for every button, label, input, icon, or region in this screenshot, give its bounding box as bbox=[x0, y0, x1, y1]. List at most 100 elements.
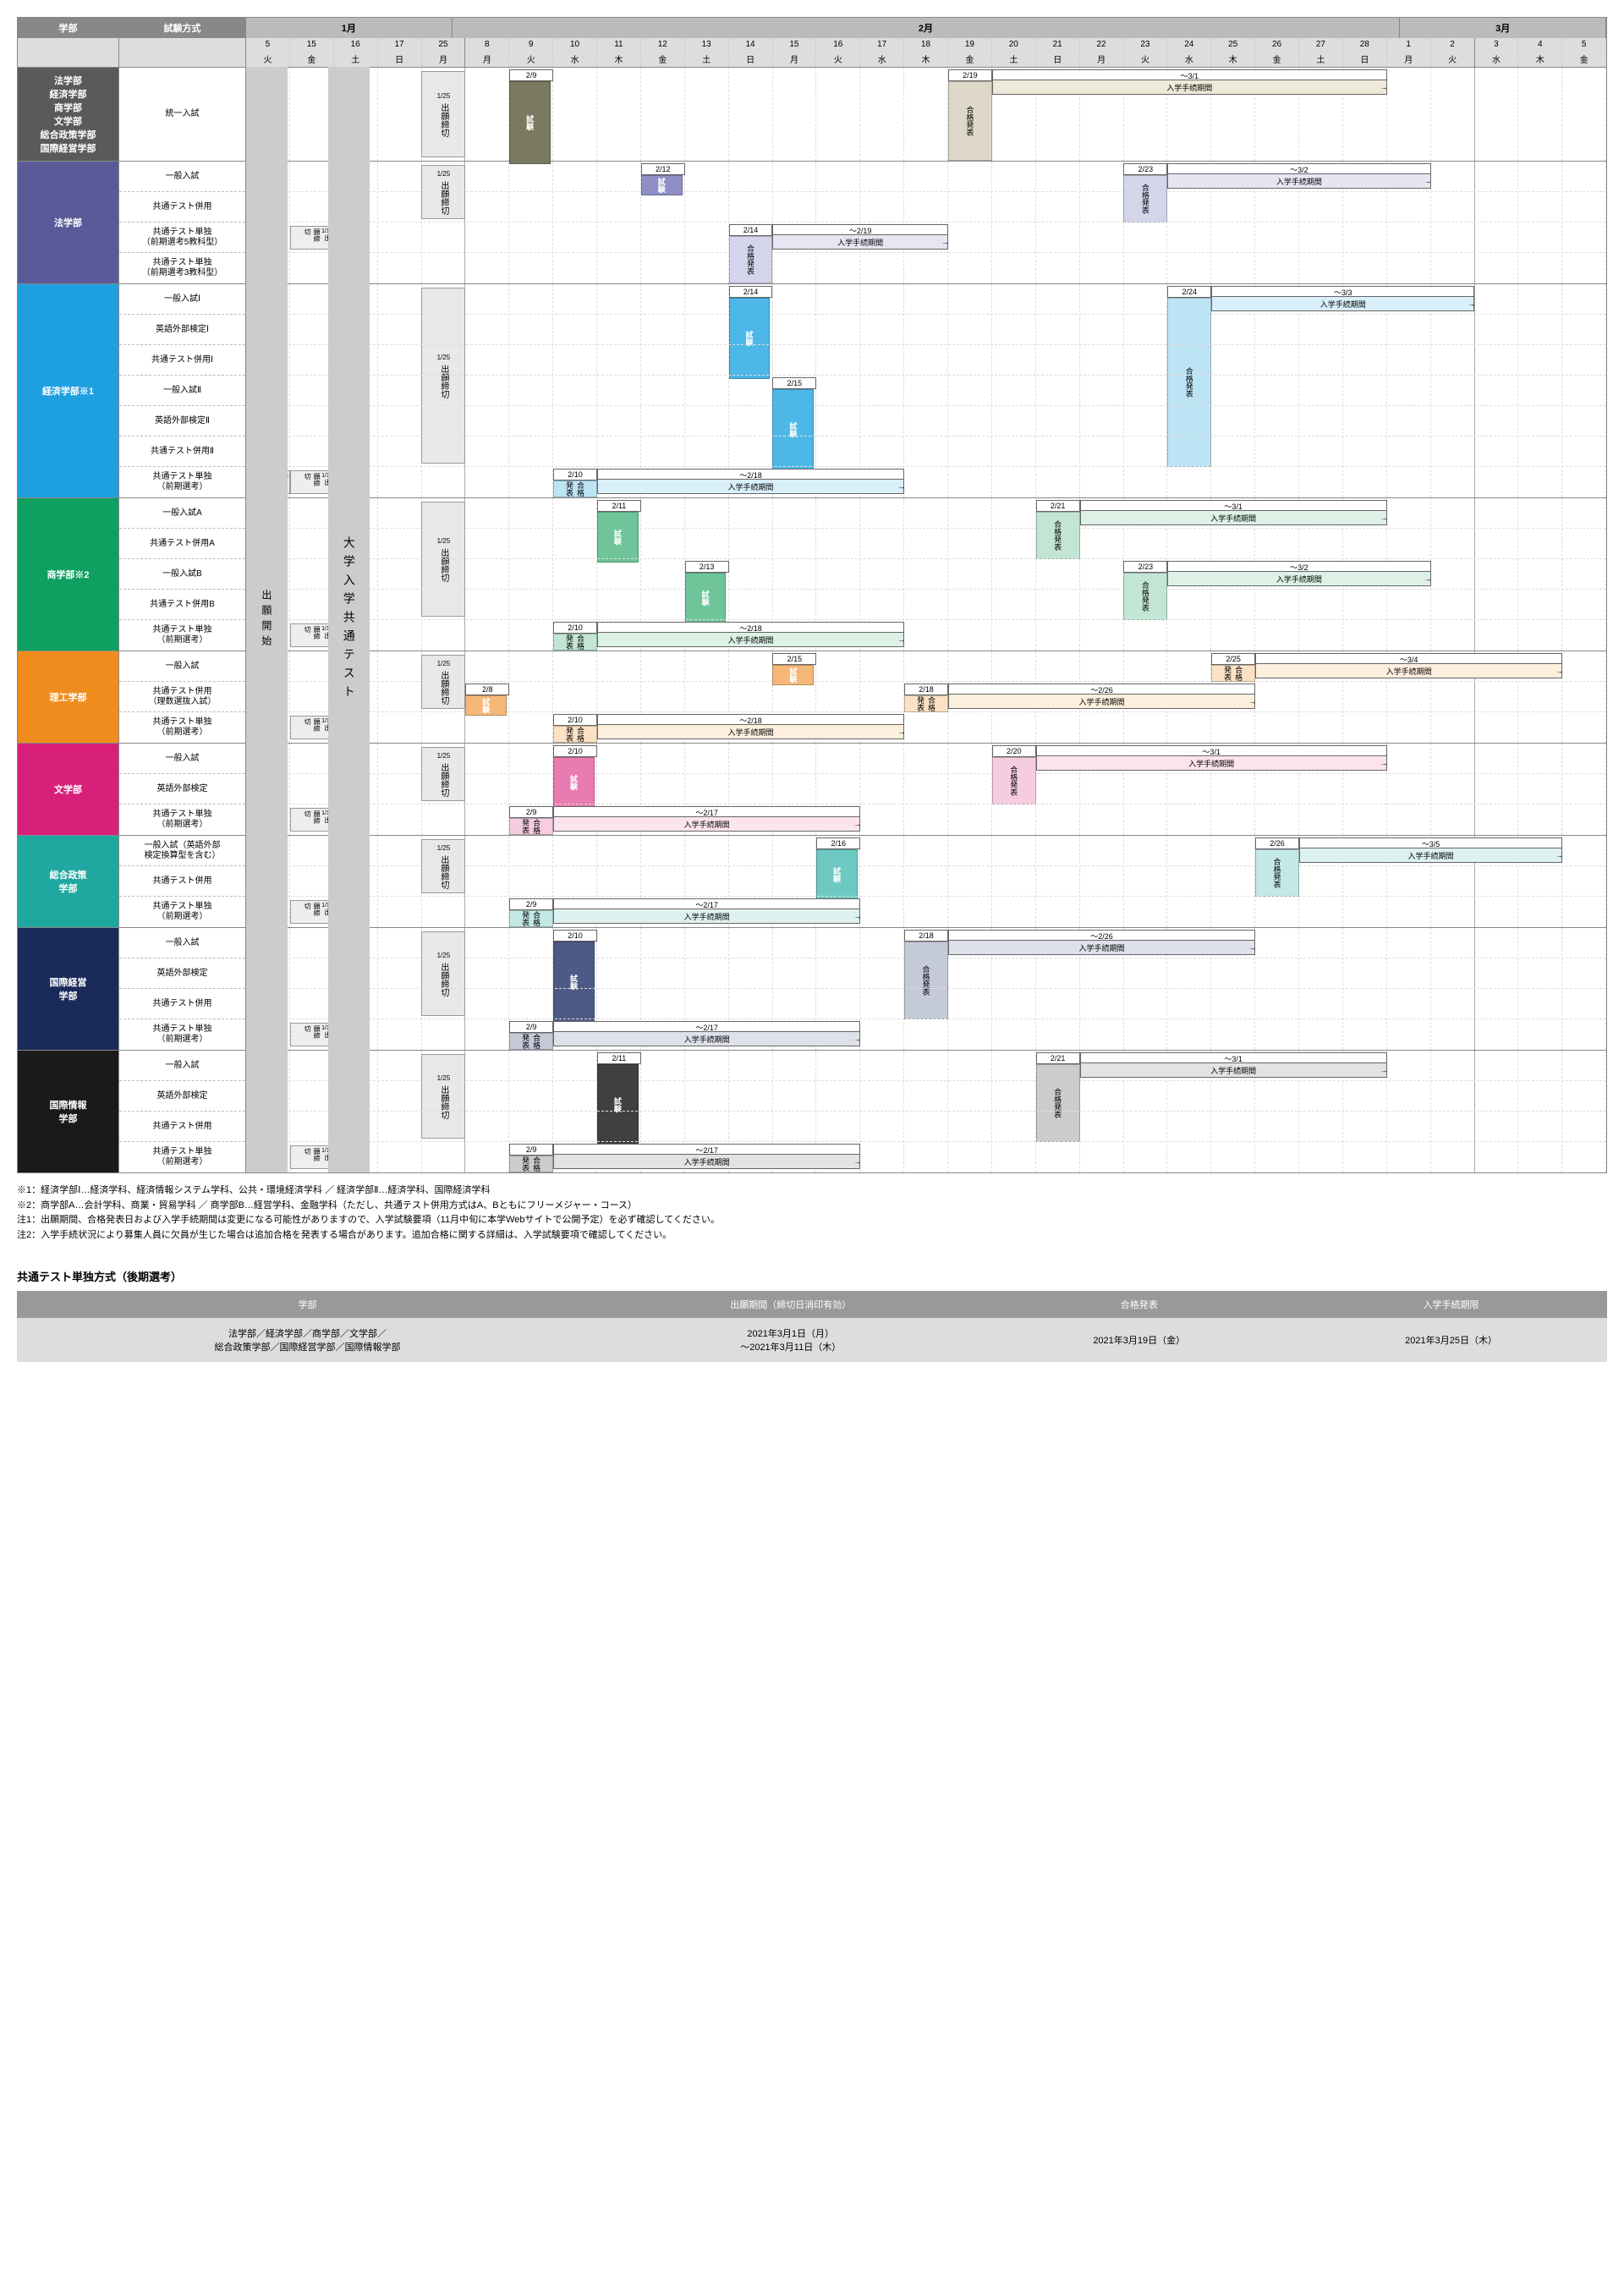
method-label: 共通テスト単独 （前期選考） bbox=[119, 620, 245, 651]
timeline-row: 1/5出願締切1/15出願締切2/10合格発表～2/18入学手続期間 bbox=[246, 467, 1606, 497]
hdr-method: 試験方式 bbox=[119, 18, 246, 38]
date-label: 2/15 bbox=[772, 653, 816, 665]
day-wday: 水 bbox=[1167, 51, 1211, 67]
late-section: 共通テスト単独方式（後期選考） 学部出願期間（締切日消印有効）合格発表入学手続期… bbox=[17, 1268, 1607, 1362]
faculty-name: 総合政策 学部 bbox=[18, 836, 119, 927]
faculty-block: 商学部※2一般入試A共通テスト併用A一般入試B共通テスト併用B共通テスト単独 （… bbox=[18, 497, 1606, 651]
timeline-row: 1/15出願締切2/10合格発表～2/18入学手続期間 bbox=[246, 620, 1606, 651]
method-label: 一般入試（英語外部 検定換算型を含む） bbox=[119, 836, 245, 866]
method-label: 共通テスト併用 bbox=[119, 1112, 245, 1142]
day-wday: 土 bbox=[685, 51, 729, 67]
method-label: 共通テスト併用Ⅱ bbox=[119, 436, 245, 467]
header-wdays: 火金土日月月火水木金土日月火水木金土日月火水木金土日月火水木金 bbox=[18, 51, 1606, 67]
day-row: 5151617258910111213141516171819202122232… bbox=[246, 38, 1606, 51]
methods-col: 一般入試英語外部検定共通テスト単独 （前期選考） bbox=[119, 744, 246, 835]
day-wday: 火 bbox=[509, 51, 553, 67]
date-label: 2/18 bbox=[904, 684, 948, 695]
method-label: 統一入試 bbox=[119, 68, 245, 161]
day-num: 22 bbox=[1080, 38, 1124, 51]
timeline-row: 1/25出願締切2/16試験2/26合格発表～3/5入学手続期間 bbox=[246, 836, 1606, 866]
methods-col: 統一入試 bbox=[119, 68, 246, 161]
month-label: 3月 bbox=[1400, 18, 1606, 38]
wday-row: 火金土日月月火水木金土日月火水木金土日月火水木金土日月火水木金 bbox=[246, 51, 1606, 67]
announce-bar: 合格発表 bbox=[509, 818, 553, 835]
faculty-name: 理工学部 bbox=[18, 651, 119, 743]
faculty-block: 法学部 経済学部 商学部 文学部 総合政策学部 国際経営学部統一入試1/25出願… bbox=[18, 67, 1606, 161]
day-num: 27 bbox=[1299, 38, 1343, 51]
faculty-name: 文学部 bbox=[18, 744, 119, 835]
day-wday: 金 bbox=[948, 51, 992, 67]
date-label: 2/9 bbox=[509, 806, 553, 818]
day-wday: 日 bbox=[729, 51, 773, 67]
day-wday: 月 bbox=[1387, 51, 1431, 67]
mini-deadline: 1/15出願締切 bbox=[290, 808, 334, 832]
proc-bar: 入学手続期間 bbox=[1211, 296, 1474, 311]
day-num: 25 bbox=[422, 38, 466, 51]
proc-bar: 入学手続期間 bbox=[597, 479, 904, 494]
day-wday: 月 bbox=[465, 51, 509, 67]
date-label: 2/10 bbox=[553, 714, 597, 726]
faculty-name: 法学部 bbox=[18, 162, 119, 283]
method-label: 共通テスト併用 （理数選抜入試） bbox=[119, 682, 245, 712]
proc-bar: 入学手続期間 bbox=[553, 909, 860, 924]
proc-bar: 入学手続期間 bbox=[772, 234, 947, 250]
proc-bar: 入学手続期間 bbox=[1080, 510, 1387, 525]
mini-deadline: 1/5出願締切 bbox=[246, 470, 290, 494]
date-label: 2/10 bbox=[553, 469, 597, 480]
day-wday: 水 bbox=[1475, 51, 1519, 67]
footnotes: ※1：経済学部Ⅰ…経済学科、経済情報システム学科、公共・環境経済学科 ／ 経済学… bbox=[17, 1183, 1607, 1243]
method-label: 共通テスト単独 （前期選考） bbox=[119, 897, 245, 927]
timeline-row: 1/25出願締切2/15試験2/25合格発表～3/4入学手続期間 bbox=[246, 651, 1606, 682]
footnote: ※1：経済学部Ⅰ…経済学科、経済情報システム学科、公共・環境経済学科 ／ 経済学… bbox=[17, 1183, 1607, 1199]
timeline-row: 1/15出願締切2/14合格発表～2/19入学手続期間 bbox=[246, 222, 1606, 253]
month-row: 1月2月3月 bbox=[246, 18, 1606, 38]
day-num: 1 bbox=[1387, 38, 1431, 51]
proc-bar: 入学手続期間 bbox=[1167, 173, 1430, 189]
timeline-row: 1/25出願締切2/12試験2/23合格発表～3/2入学手続期間 bbox=[246, 162, 1606, 192]
footnote: ※2：商学部A…会計学科、商業・貿易学科 ／ 商学部B…経営学科、金融学科（ただ… bbox=[17, 1199, 1607, 1214]
day-num: 16 bbox=[816, 38, 860, 51]
day-wday: 金 bbox=[1562, 51, 1606, 67]
method-label: 共通テスト併用 bbox=[119, 866, 245, 897]
date-label: 2/9 bbox=[509, 1144, 553, 1156]
date-label: 2/26 bbox=[1255, 837, 1299, 849]
faculty-block: 国際経営 学部一般入試英語外部検定共通テスト併用共通テスト単独 （前期選考）1/… bbox=[18, 927, 1606, 1050]
day-num: 17 bbox=[860, 38, 904, 51]
method-label: 一般入試Ⅰ bbox=[119, 284, 245, 315]
day-num: 4 bbox=[1518, 38, 1562, 51]
day-num: 15 bbox=[773, 38, 817, 51]
timeline-row bbox=[246, 1112, 1606, 1142]
faculty-name: 法学部 経済学部 商学部 文学部 総合政策学部 国際経営学部 bbox=[18, 68, 119, 161]
proc-bar: 入学手続期間 bbox=[992, 80, 1387, 95]
proc-bar: 入学手続期間 bbox=[948, 940, 1255, 955]
methods-col: 一般入試共通テスト併用 （理数選抜入試）共通テスト単独 （前期選考） bbox=[119, 651, 246, 743]
day-wday: 火 bbox=[1124, 51, 1168, 67]
date-label: 2/20 bbox=[992, 745, 1036, 757]
late-title: 共通テスト単独方式（後期選考） bbox=[17, 1268, 1607, 1284]
day-wday: 土 bbox=[1299, 51, 1343, 67]
timeline: 1/25出願締切2/11試験2/21合格発表～3/1入学手続期間2/13試験2/… bbox=[246, 498, 1606, 651]
faculty-block: 総合政策 学部一般入試（英語外部 検定換算型を含む）共通テスト併用共通テスト単独… bbox=[18, 835, 1606, 927]
proc-bar: 入学手続期間 bbox=[597, 632, 904, 647]
announce-bar: 合格発表 bbox=[509, 910, 553, 927]
day-wday: 金 bbox=[290, 51, 334, 67]
proc-bar: 入学手続期間 bbox=[1080, 1062, 1387, 1078]
date-label: 2/23 bbox=[1123, 561, 1167, 573]
timeline-row: 1/25出願締切2/9試験2/19合格発表～3/1入学手続期間 bbox=[246, 68, 1606, 161]
day-wday: 木 bbox=[1211, 51, 1255, 67]
footnote: 注1：出願期間、合格発表日および入学手続期間は変更になる可能性がありますので、入… bbox=[17, 1213, 1607, 1228]
timeline-row: 1/25出願締切2/11試験2/21合格発表～3/1入学手続期間 bbox=[246, 1051, 1606, 1081]
date-label: 2/8 bbox=[465, 684, 509, 695]
timeline: 1/25出願締切2/10試験2/20合格発表～3/1入学手続期間1/15出願締切… bbox=[246, 744, 1606, 835]
methods-col: 一般入試A共通テスト併用A一般入試B共通テスト併用B共通テスト単独 （前期選考） bbox=[119, 498, 246, 651]
timeline: 1/25出願締切2/12試験2/23合格発表～3/2入学手続期間 1/15出願締切… bbox=[246, 162, 1606, 283]
proc-bar: 入学手続期間 bbox=[553, 816, 860, 832]
announce-bar: 合格発表 bbox=[553, 634, 597, 651]
day-num: 11 bbox=[597, 38, 641, 51]
late-cell: 2021年3月25日（木） bbox=[1295, 1318, 1607, 1362]
timeline-row: 1/15出願締切2/9合格発表～2/17入学手続期間 bbox=[246, 804, 1606, 835]
methods-col: 一般入試英語外部検定共通テスト併用共通テスト単独 （前期選考） bbox=[119, 1051, 246, 1172]
faculty-name: 経済学部※1 bbox=[18, 284, 119, 497]
announce-bar: 合格発表 bbox=[509, 1156, 553, 1172]
method-label: 一般入試Ⅱ bbox=[119, 376, 245, 406]
